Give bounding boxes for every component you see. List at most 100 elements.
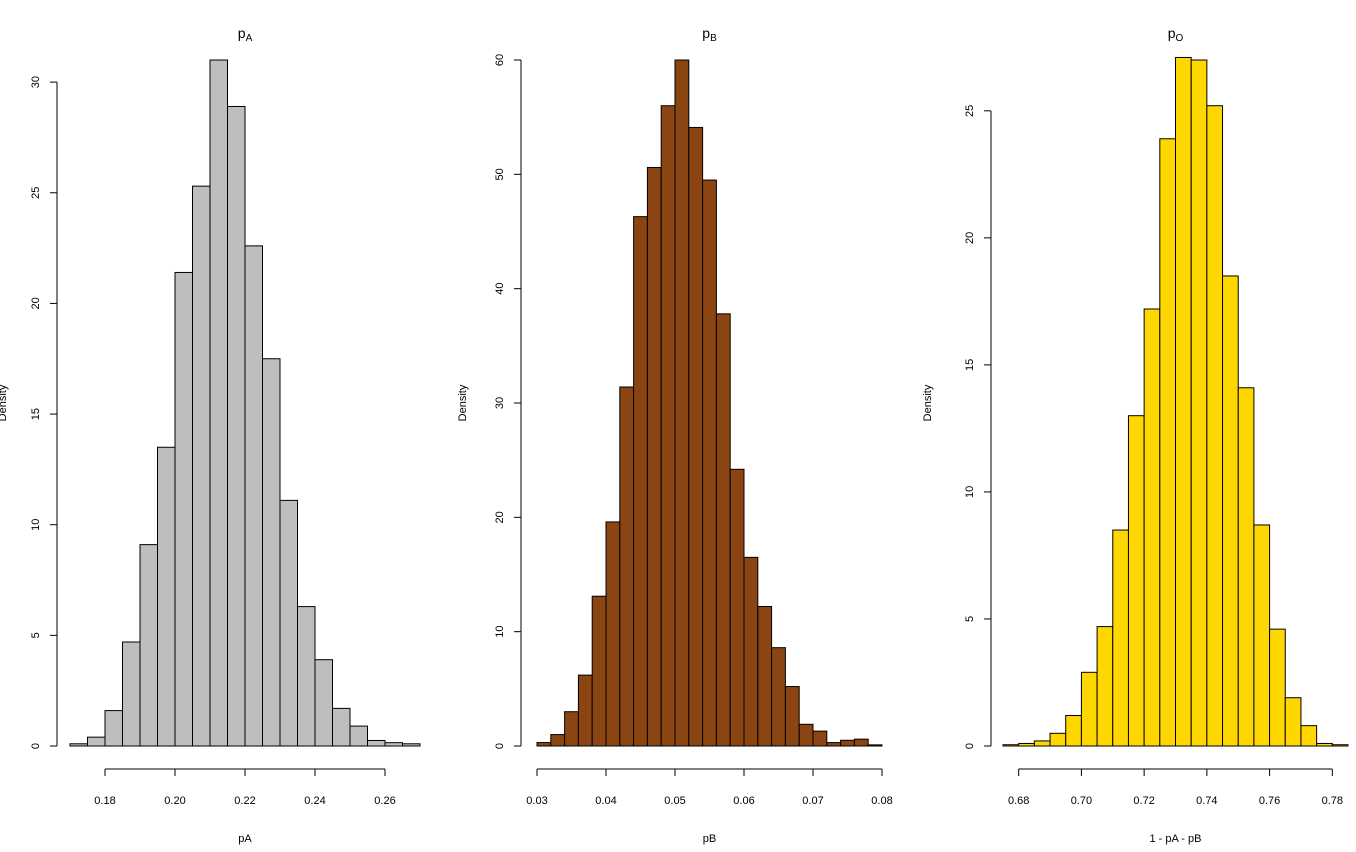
histogram-panel-1: 0 5 10 15 20 25 30 0.18 0.20 0.22 0.24 0.26 pA Densit… bbox=[0, 25, 421, 845]
x-tick-label: 0.20 bbox=[164, 795, 185, 807]
histogram-bar bbox=[1080, 671, 1098, 747]
histogram-bar bbox=[536, 742, 552, 747]
histogram-bar bbox=[297, 606, 316, 747]
x-tick-label: 0.18 bbox=[94, 795, 115, 807]
x-axis-title: pA bbox=[238, 833, 252, 845]
histogram-bar bbox=[1206, 105, 1224, 747]
histogram-bar bbox=[122, 641, 141, 747]
y-tick-label: 25 bbox=[964, 105, 976, 117]
y-tick-label: 25 bbox=[30, 187, 42, 199]
histogram-bar bbox=[702, 179, 717, 747]
histogram-bar bbox=[1065, 715, 1082, 747]
histogram-bar bbox=[1237, 387, 1255, 747]
histogram-bar bbox=[784, 686, 800, 747]
y-axis-title: Density bbox=[457, 384, 469, 421]
y-tick-label: 30 bbox=[494, 397, 506, 409]
histogram-bar bbox=[367, 739, 386, 747]
y-tick-label: 40 bbox=[494, 283, 506, 295]
histogram-bar bbox=[1096, 626, 1114, 747]
x-tick-label: 0.72 bbox=[1133, 795, 1154, 807]
histogram-bar bbox=[646, 166, 662, 747]
histogram-bar bbox=[633, 216, 648, 747]
histogram-bar bbox=[743, 556, 759, 747]
histogram-bar bbox=[729, 468, 745, 747]
y-tick-label: 30 bbox=[30, 76, 42, 88]
histogram-bar bbox=[867, 744, 883, 747]
x-tick-label: 0.74 bbox=[1196, 795, 1217, 807]
histogram-bar bbox=[209, 59, 228, 747]
panel-title: pA bbox=[238, 25, 253, 44]
histogram-bar bbox=[564, 711, 579, 747]
y-tick-label: 5 bbox=[30, 632, 42, 638]
histogram-bar bbox=[1127, 415, 1145, 747]
y-tick-label: 10 bbox=[964, 486, 976, 498]
x-axis-title: 1 - pA - pB bbox=[1150, 833, 1202, 845]
y-tick-label: 15 bbox=[964, 359, 976, 371]
histogram-bar bbox=[1112, 529, 1129, 747]
histogram-bar bbox=[244, 245, 263, 747]
histogram-bar bbox=[349, 725, 368, 747]
histogram-bar bbox=[139, 544, 158, 747]
x-axis-title: pB bbox=[703, 833, 716, 845]
x-tick-label: 0.22 bbox=[234, 795, 255, 807]
histogram-bar bbox=[1002, 744, 1020, 747]
y-tick-label: 10 bbox=[30, 519, 42, 531]
histogram-bar bbox=[1143, 308, 1161, 747]
panel-title: pB bbox=[702, 25, 717, 44]
histogram-bar bbox=[619, 386, 635, 747]
histogram-bar bbox=[771, 647, 786, 747]
x-tick-label: 0.76 bbox=[1259, 795, 1280, 807]
histogram-bar bbox=[402, 743, 421, 747]
panel-title: pO bbox=[1168, 25, 1184, 44]
histogram-bar bbox=[715, 313, 731, 747]
histogram-panel-2: 0 10 20 30 40 50 60 0.03 0.04 0.05 0.06 0.07 0.08 pB D… bbox=[457, 25, 893, 845]
y-tick-label: 50 bbox=[494, 168, 506, 180]
x-tick-label: 0.08 bbox=[871, 795, 892, 807]
histogram-bar bbox=[1175, 56, 1192, 747]
histogram-bar bbox=[1316, 742, 1333, 747]
x-tick-label: 0.26 bbox=[374, 795, 395, 807]
histogram-bar bbox=[384, 742, 403, 747]
histogram-bar bbox=[227, 105, 246, 747]
histogram-bar bbox=[798, 723, 814, 747]
x-tick-label: 0.03 bbox=[526, 795, 547, 807]
histogram-bar bbox=[87, 736, 106, 747]
y-tick-label: 15 bbox=[30, 408, 42, 420]
histogram-bar bbox=[757, 606, 773, 747]
histogram-bar bbox=[314, 659, 333, 747]
histogram-bar bbox=[550, 734, 566, 747]
histogram-bar bbox=[577, 674, 593, 747]
x-tick-label: 0.06 bbox=[733, 795, 754, 807]
histogram-bar bbox=[1222, 275, 1239, 747]
histogram-bar bbox=[840, 739, 855, 747]
y-tick-label: 20 bbox=[30, 297, 42, 309]
histogram-bar bbox=[192, 185, 211, 747]
y-axis-title: Density bbox=[0, 384, 9, 421]
x-tick-label: 0.78 bbox=[1322, 795, 1343, 807]
histogram-bar bbox=[853, 738, 869, 747]
y-tick-label: 0 bbox=[964, 743, 976, 749]
histogram-bar bbox=[1190, 59, 1208, 747]
histogram-bar bbox=[1159, 138, 1176, 747]
x-tick-label: 0.68 bbox=[1008, 795, 1029, 807]
histogram-bar bbox=[1300, 725, 1318, 747]
histogram-bar bbox=[660, 105, 676, 747]
histogram-bar bbox=[674, 59, 690, 747]
histogram-bar bbox=[157, 446, 176, 747]
x-tick-label: 0.24 bbox=[304, 795, 325, 807]
y-tick-label: 5 bbox=[964, 616, 976, 622]
y-tick-label: 10 bbox=[494, 626, 506, 638]
histogram-bar bbox=[1049, 732, 1067, 747]
histogram-bar bbox=[1284, 697, 1302, 747]
histogram-bar bbox=[1253, 524, 1271, 747]
histogram-bar bbox=[262, 358, 281, 747]
histogram-bar bbox=[591, 595, 607, 747]
x-tick-label: 0.70 bbox=[1071, 795, 1092, 807]
histogram-bar bbox=[332, 707, 351, 747]
y-tick-label: 60 bbox=[494, 54, 506, 66]
x-tick-label: 0.05 bbox=[664, 795, 685, 807]
histogram-bar bbox=[1018, 742, 1035, 747]
x-tick-label: 0.04 bbox=[595, 795, 616, 807]
histogram-panel-3: 0 5 10 15 20 25 0.68 0.70 0.72 0.74 0.76 0.78 1 - pA… bbox=[922, 25, 1349, 845]
